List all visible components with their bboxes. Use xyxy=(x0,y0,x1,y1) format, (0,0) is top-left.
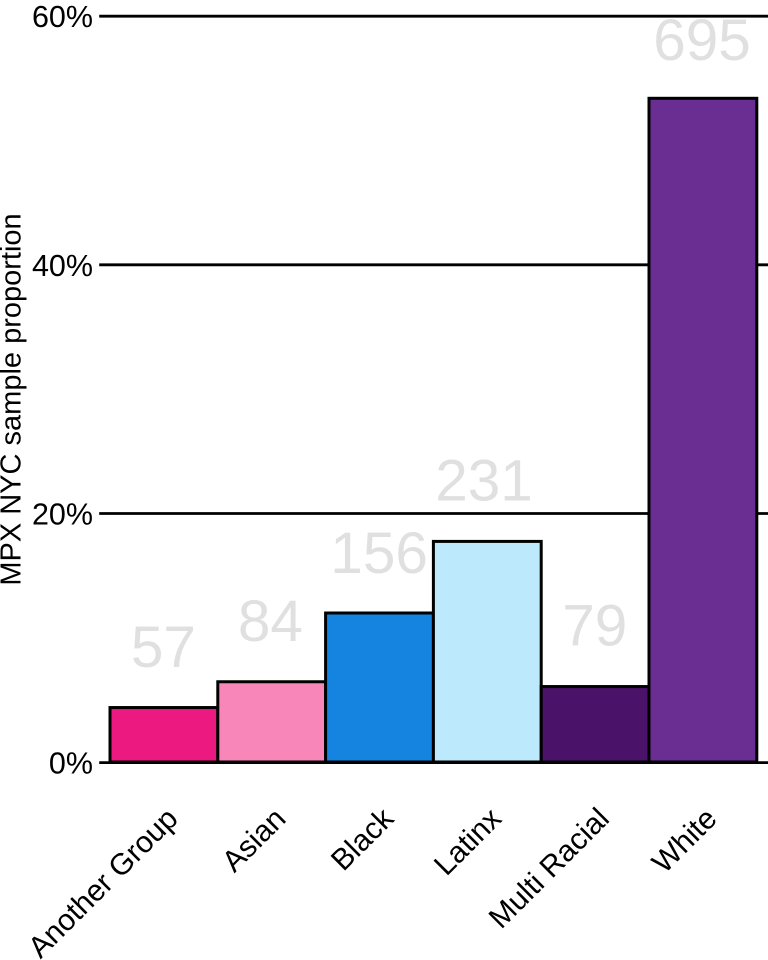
svg-text:57: 57 xyxy=(131,615,196,680)
svg-text:695: 695 xyxy=(653,8,751,73)
svg-text:84: 84 xyxy=(238,589,303,654)
svg-text:156: 156 xyxy=(330,521,428,586)
svg-text:231: 231 xyxy=(435,448,533,513)
svg-text:60%: 60% xyxy=(32,0,93,34)
svg-text:40%: 40% xyxy=(32,249,93,283)
svg-text:0%: 0% xyxy=(49,747,93,781)
svg-text:MPX NYC sample proportion: MPX NYC sample proportion xyxy=(0,213,28,585)
svg-text:20%: 20% xyxy=(32,498,93,532)
svg-text:79: 79 xyxy=(562,594,627,659)
